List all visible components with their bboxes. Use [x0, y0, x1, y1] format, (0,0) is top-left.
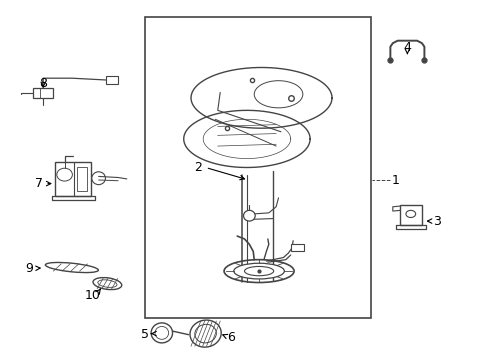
Bar — [399, 205, 421, 225]
Text: 2: 2 — [194, 161, 202, 174]
Ellipse shape — [224, 260, 293, 283]
Text: 8: 8 — [39, 77, 47, 90]
Ellipse shape — [254, 81, 302, 108]
Bar — [55, 162, 91, 196]
Ellipse shape — [233, 263, 284, 279]
Text: 5: 5 — [141, 328, 149, 341]
Ellipse shape — [243, 210, 255, 221]
Text: 1: 1 — [390, 174, 398, 186]
Bar — [33, 88, 53, 98]
Ellipse shape — [190, 320, 221, 347]
Ellipse shape — [244, 266, 273, 276]
Ellipse shape — [151, 323, 172, 343]
Ellipse shape — [155, 327, 168, 339]
Ellipse shape — [194, 324, 216, 343]
Text: 3: 3 — [432, 215, 440, 228]
Bar — [106, 76, 118, 84]
Ellipse shape — [57, 168, 72, 181]
Ellipse shape — [98, 280, 117, 287]
Ellipse shape — [45, 262, 98, 273]
Text: 7: 7 — [35, 177, 43, 190]
Bar — [290, 244, 304, 251]
Text: 6: 6 — [226, 331, 234, 344]
Text: 10: 10 — [85, 288, 101, 302]
Text: 9: 9 — [25, 262, 34, 275]
Ellipse shape — [405, 210, 415, 217]
Ellipse shape — [92, 172, 105, 185]
Ellipse shape — [93, 278, 122, 289]
Text: 4: 4 — [403, 41, 410, 54]
Bar — [144, 18, 370, 318]
Bar — [77, 167, 87, 191]
